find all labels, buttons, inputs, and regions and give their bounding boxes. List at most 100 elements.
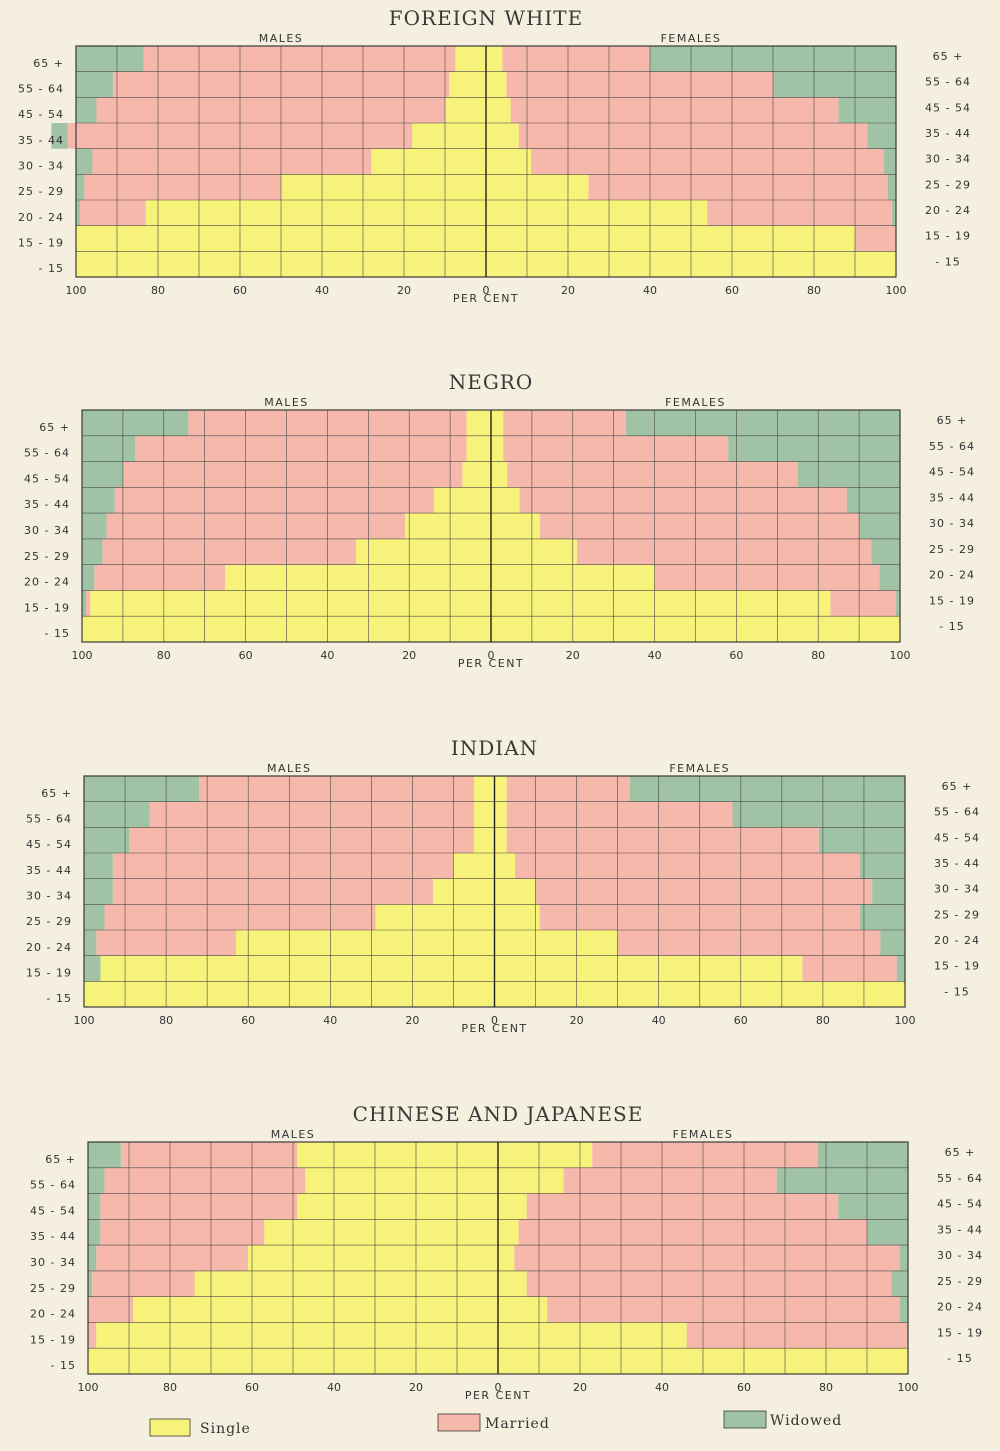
- legend: Single Married Widowed: [149, 1410, 841, 1437]
- tick-label: 20: [409, 1381, 423, 1394]
- females-label: FEMALES: [673, 1128, 734, 1141]
- tick-label: 20: [405, 1014, 419, 1027]
- male-single-bar: [305, 1167, 498, 1194]
- males-label: MALES: [267, 762, 312, 775]
- x-axis-title: PER CENT: [461, 1022, 527, 1035]
- age-label-right: 25 - 29: [929, 543, 975, 556]
- male-married-bar: [100, 1219, 265, 1246]
- male-married-bar: [96, 1245, 248, 1271]
- female-widowed-bar: [728, 435, 900, 462]
- age-label-left: 55 - 64: [30, 1179, 76, 1192]
- female-married-bar: [855, 225, 896, 252]
- tick-label: 40: [643, 284, 657, 297]
- tick-label: 80: [159, 1014, 173, 1027]
- age-row: [82, 538, 900, 565]
- female-single-bar: [498, 1167, 564, 1194]
- male-single-bar: [235, 930, 495, 956]
- male-widowed-bar: [88, 1270, 93, 1297]
- male-single-bar: [445, 97, 486, 123]
- age-label-left: 20 - 24: [26, 941, 72, 954]
- female-widowed-bar: [899, 1245, 908, 1271]
- age-label-left: - 15: [47, 992, 72, 1005]
- male-widowed-bar: [82, 410, 189, 436]
- female-married-bar: [707, 200, 892, 226]
- age-label-left: 45 - 54: [30, 1204, 76, 1217]
- age-label-right: 35 - 44: [925, 127, 971, 140]
- male-married-bar: [149, 801, 474, 828]
- female-married-bar: [514, 1245, 900, 1271]
- female-widowed-bar: [817, 1142, 908, 1168]
- tick-label: 80: [811, 649, 825, 662]
- female-single-bar: [486, 174, 589, 200]
- male-widowed-bar: [84, 955, 101, 982]
- female-married-bar: [519, 487, 847, 514]
- female-married-bar: [526, 1193, 839, 1220]
- legend-swatch-single: [149, 1418, 191, 1437]
- female-married-bar: [617, 930, 881, 956]
- male-single-bar: [462, 461, 491, 488]
- male-married-bar: [112, 853, 454, 879]
- male-married-bar: [88, 1322, 97, 1349]
- age-label-left: - 15: [45, 627, 70, 640]
- female-widowed-bar: [899, 1296, 908, 1323]
- female-widowed-bar: [891, 200, 896, 226]
- female-married-bar: [531, 148, 884, 175]
- age-label-right: - 15: [939, 620, 964, 633]
- male-married-bar: [135, 435, 467, 462]
- age-label-left: 20 - 24: [30, 1308, 76, 1321]
- male-single-bar: [247, 1245, 498, 1271]
- tick-label: 20: [402, 649, 416, 662]
- female-widowed-bar: [859, 904, 905, 930]
- age-row: [76, 174, 896, 200]
- age-row: [84, 801, 905, 828]
- male-widowed-bar: [88, 1167, 105, 1194]
- female-single-bar: [486, 46, 503, 72]
- age-label-right: 30 - 34: [934, 883, 980, 896]
- male-single-bar: [145, 200, 486, 226]
- female-single-bar: [498, 1296, 548, 1323]
- female-widowed-bar: [867, 123, 896, 149]
- male-widowed-bar: [76, 200, 81, 226]
- female-single-bar: [494, 955, 803, 982]
- age-label-right: 55 - 64: [937, 1172, 983, 1185]
- female-widowed-bar: [867, 1219, 908, 1246]
- female-widowed-bar: [891, 1270, 908, 1297]
- tick-label: 100: [898, 1381, 919, 1394]
- x-axis-title: PER CENT: [465, 1389, 531, 1402]
- chart-title: FOREIGN WHITE: [389, 6, 584, 30]
- female-widowed-bar: [859, 853, 905, 879]
- age-row: [84, 853, 905, 879]
- male-widowed-bar: [88, 1193, 101, 1220]
- males-label: MALES: [264, 396, 309, 409]
- pyramid-chart: INDIAN MALES FEMALES 65 + 55 - 64 45 - 54 35 -…: [26, 736, 980, 1035]
- male-single-bar: [473, 801, 495, 828]
- tick-label: 60: [233, 284, 247, 297]
- tick-label: 60: [725, 284, 739, 297]
- age-label-left: 65 +: [39, 421, 70, 434]
- male-widowed-bar: [84, 878, 113, 905]
- male-single-bar: [432, 878, 495, 905]
- age-label-left: 35 - 44: [18, 134, 64, 147]
- female-single-bar: [498, 1142, 593, 1168]
- tick-label: 100: [78, 1381, 99, 1394]
- female-married-bar: [503, 435, 729, 462]
- tick-label: 80: [151, 284, 165, 297]
- female-single-bar: [486, 225, 855, 252]
- male-single-bar: [133, 1296, 498, 1323]
- age-label-left: 15 - 19: [24, 601, 70, 614]
- tick-label: 40: [320, 649, 334, 662]
- male-married-bar: [114, 487, 434, 514]
- female-married-bar: [506, 71, 773, 98]
- age-label-left: - 15: [39, 262, 64, 275]
- age-row: [76, 200, 896, 226]
- female-single-bar: [494, 853, 516, 879]
- age-label-left: 45 - 54: [24, 472, 70, 485]
- age-label-right: 20 - 24: [937, 1301, 983, 1314]
- male-married-bar: [88, 1296, 134, 1323]
- male-married-bar: [80, 200, 146, 226]
- male-widowed-bar: [76, 71, 113, 98]
- female-married-bar: [506, 776, 630, 802]
- tick-label: 20: [566, 649, 580, 662]
- male-single-bar: [194, 1270, 498, 1297]
- male-widowed-bar: [82, 564, 95, 591]
